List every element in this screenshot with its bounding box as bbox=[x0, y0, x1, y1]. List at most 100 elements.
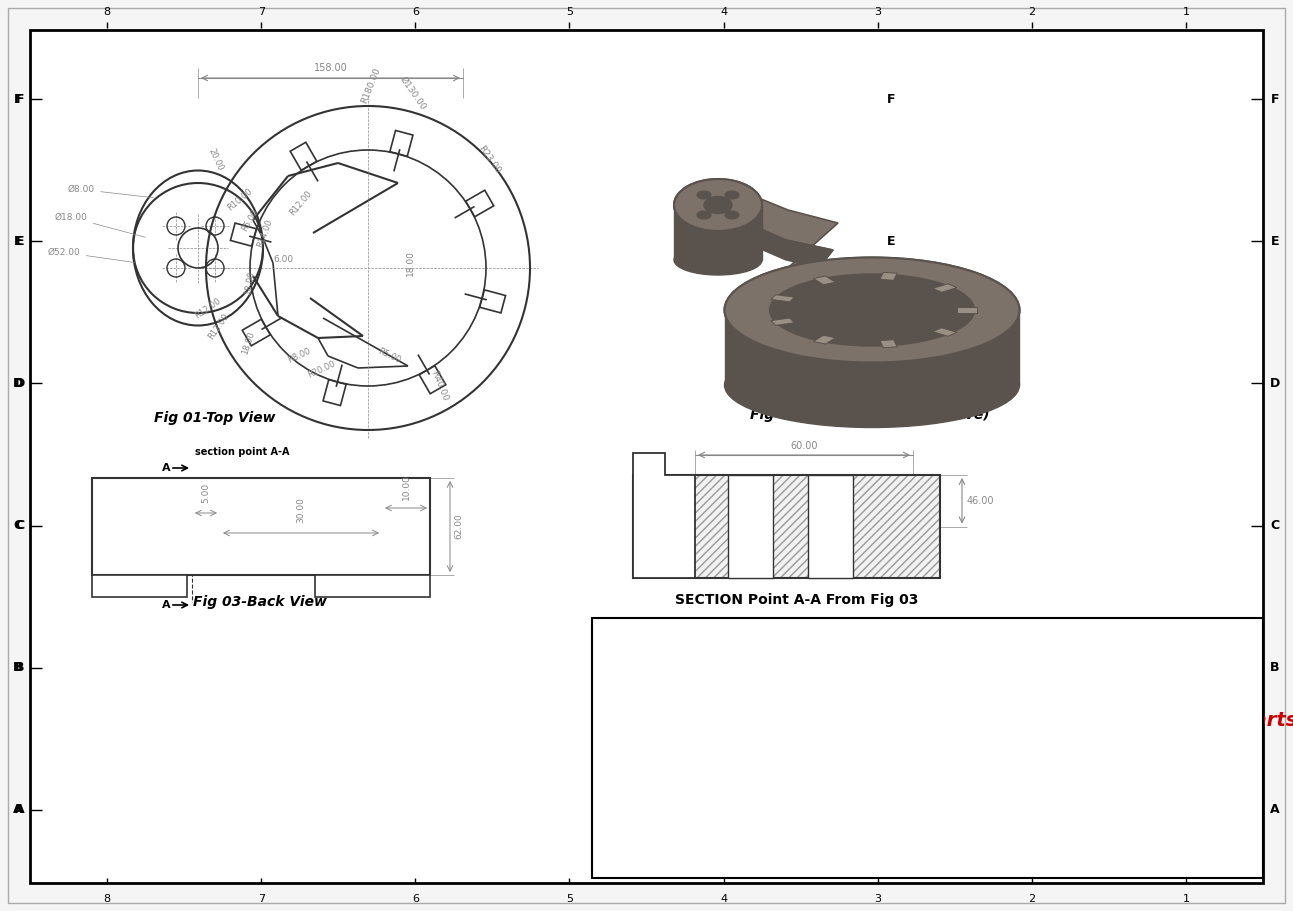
Text: B: B bbox=[16, 661, 25, 674]
Text: R12.00: R12.00 bbox=[193, 296, 222, 320]
Text: R180.00: R180.00 bbox=[359, 67, 383, 106]
Text: Portfolio-01: Portfolio-01 bbox=[1108, 846, 1267, 874]
Text: D: D bbox=[1270, 377, 1280, 390]
Text: A3: A3 bbox=[1236, 853, 1257, 867]
Bar bbox=[728, 475, 773, 578]
Text: F: F bbox=[1271, 93, 1279, 106]
Text: TITLE:: TITLE: bbox=[1148, 658, 1171, 667]
Text: Q.A: Q.A bbox=[595, 771, 608, 777]
Text: 4648.22: 4648.22 bbox=[856, 858, 900, 868]
Text: Fig 01-Solid View(perspective): Fig 01-Solid View(perspective) bbox=[750, 408, 990, 422]
Text: SCALE:1:2: SCALE:1:2 bbox=[1148, 858, 1191, 867]
Text: NAME: NAME bbox=[755, 689, 776, 695]
Text: Fig 01-Top View: Fig 01-Top View bbox=[154, 411, 275, 425]
Ellipse shape bbox=[697, 191, 711, 199]
Text: 3: 3 bbox=[874, 7, 882, 17]
Bar bbox=[92, 575, 187, 597]
Text: 18.00: 18.00 bbox=[243, 271, 256, 295]
Bar bbox=[592, 618, 1263, 878]
Polygon shape bbox=[771, 318, 794, 325]
Text: Ø52.00: Ø52.00 bbox=[48, 248, 136, 262]
Text: R10.00: R10.00 bbox=[226, 187, 255, 213]
Text: SIGNATURE: SIGNATURE bbox=[932, 689, 972, 695]
Text: 6.00: 6.00 bbox=[273, 255, 294, 264]
Ellipse shape bbox=[674, 179, 762, 231]
Ellipse shape bbox=[674, 245, 762, 275]
Text: R5.00: R5.00 bbox=[240, 207, 260, 232]
Text: section point A-A: section point A-A bbox=[195, 447, 290, 457]
Text: B: B bbox=[13, 661, 23, 674]
Text: 60.00: 60.00 bbox=[790, 441, 817, 451]
Text: DATE: DATE bbox=[934, 689, 950, 695]
Polygon shape bbox=[932, 283, 957, 292]
Bar bbox=[634, 475, 940, 578]
Ellipse shape bbox=[725, 211, 740, 219]
Text: 30.00: 30.00 bbox=[296, 497, 305, 523]
Text: 10.00: 10.00 bbox=[402, 474, 410, 500]
Text: E: E bbox=[14, 235, 22, 248]
Bar bbox=[92, 478, 431, 575]
Text: D: D bbox=[886, 377, 896, 390]
Text: Mechanical Parts: Mechanical Parts bbox=[1111, 711, 1293, 730]
Text: 6: 6 bbox=[411, 894, 419, 904]
Text: E: E bbox=[1271, 235, 1279, 248]
Text: B: B bbox=[886, 661, 896, 674]
Text: A: A bbox=[16, 804, 25, 816]
Ellipse shape bbox=[725, 191, 740, 199]
Text: F: F bbox=[887, 93, 895, 106]
Bar bbox=[315, 575, 431, 597]
Text: R40.00: R40.00 bbox=[429, 370, 450, 403]
Polygon shape bbox=[674, 205, 762, 260]
Text: R23.00: R23.00 bbox=[476, 144, 502, 176]
Text: SHEET 1 OF 1: SHEET 1 OF 1 bbox=[1098, 858, 1155, 867]
Text: 62.00: 62.00 bbox=[454, 514, 463, 539]
Text: 18.00: 18.00 bbox=[240, 331, 256, 355]
Text: C: C bbox=[13, 519, 22, 532]
Ellipse shape bbox=[697, 211, 711, 219]
Polygon shape bbox=[813, 335, 835, 344]
Text: 8: 8 bbox=[103, 894, 111, 904]
Polygon shape bbox=[771, 294, 794, 302]
Text: Ø18.00: Ø18.00 bbox=[56, 213, 145, 237]
Bar bbox=[634, 475, 940, 578]
Text: D: D bbox=[16, 377, 25, 390]
Text: R5.00: R5.00 bbox=[376, 347, 402, 365]
Text: UNLESS OTHERWISE
SPECIFIED:
DIMENSIONS ARE IN
MILLIMETERS: UNLESS OTHERWISE SPECIFIED: DIMENSIONS A… bbox=[595, 677, 683, 723]
Text: 3: 3 bbox=[874, 894, 882, 904]
Text: R14.00: R14.00 bbox=[256, 218, 274, 249]
Text: SECTION Point A-A From Fig 03: SECTION Point A-A From Fig 03 bbox=[675, 593, 918, 607]
Polygon shape bbox=[932, 328, 957, 336]
Ellipse shape bbox=[674, 179, 762, 231]
Text: 5.00: 5.00 bbox=[202, 483, 211, 503]
Polygon shape bbox=[756, 227, 833, 340]
Text: 6: 6 bbox=[411, 7, 419, 17]
Text: R12.00: R12.00 bbox=[288, 189, 314, 217]
Text: E: E bbox=[16, 235, 25, 248]
Text: 20.00: 20.00 bbox=[207, 148, 225, 172]
Text: 8: 8 bbox=[103, 7, 111, 17]
Text: 5: 5 bbox=[566, 7, 573, 17]
Ellipse shape bbox=[724, 343, 1019, 427]
Text: CHK'D: CHK'D bbox=[595, 719, 617, 725]
Text: REVISION: REVISION bbox=[1098, 621, 1134, 630]
Text: 1: 1 bbox=[1182, 894, 1190, 904]
Text: DRAWN: DRAWN bbox=[595, 701, 621, 707]
Text: DWG NO.: DWG NO. bbox=[1148, 792, 1181, 798]
Polygon shape bbox=[725, 310, 1019, 385]
Text: Brushed
Stainless Steel: Brushed Stainless Steel bbox=[864, 803, 936, 825]
Text: A: A bbox=[162, 463, 171, 473]
Text: A: A bbox=[13, 804, 23, 816]
Text: C: C bbox=[1271, 519, 1280, 532]
Text: F: F bbox=[14, 93, 22, 106]
Text: R8.00: R8.00 bbox=[286, 347, 312, 365]
Text: F: F bbox=[16, 93, 25, 106]
Bar bbox=[808, 475, 853, 578]
Text: FINISH:: FINISH: bbox=[755, 621, 782, 630]
Text: R12.00: R12.00 bbox=[206, 312, 230, 341]
Text: 158.00: 158.00 bbox=[314, 63, 348, 73]
Text: B: B bbox=[1270, 661, 1280, 674]
Text: A: A bbox=[162, 600, 171, 610]
Polygon shape bbox=[879, 340, 897, 348]
Text: DEBURR AND
BREAK SHARP
EDGES: DEBURR AND BREAK SHARP EDGES bbox=[878, 621, 932, 653]
Ellipse shape bbox=[703, 197, 732, 213]
